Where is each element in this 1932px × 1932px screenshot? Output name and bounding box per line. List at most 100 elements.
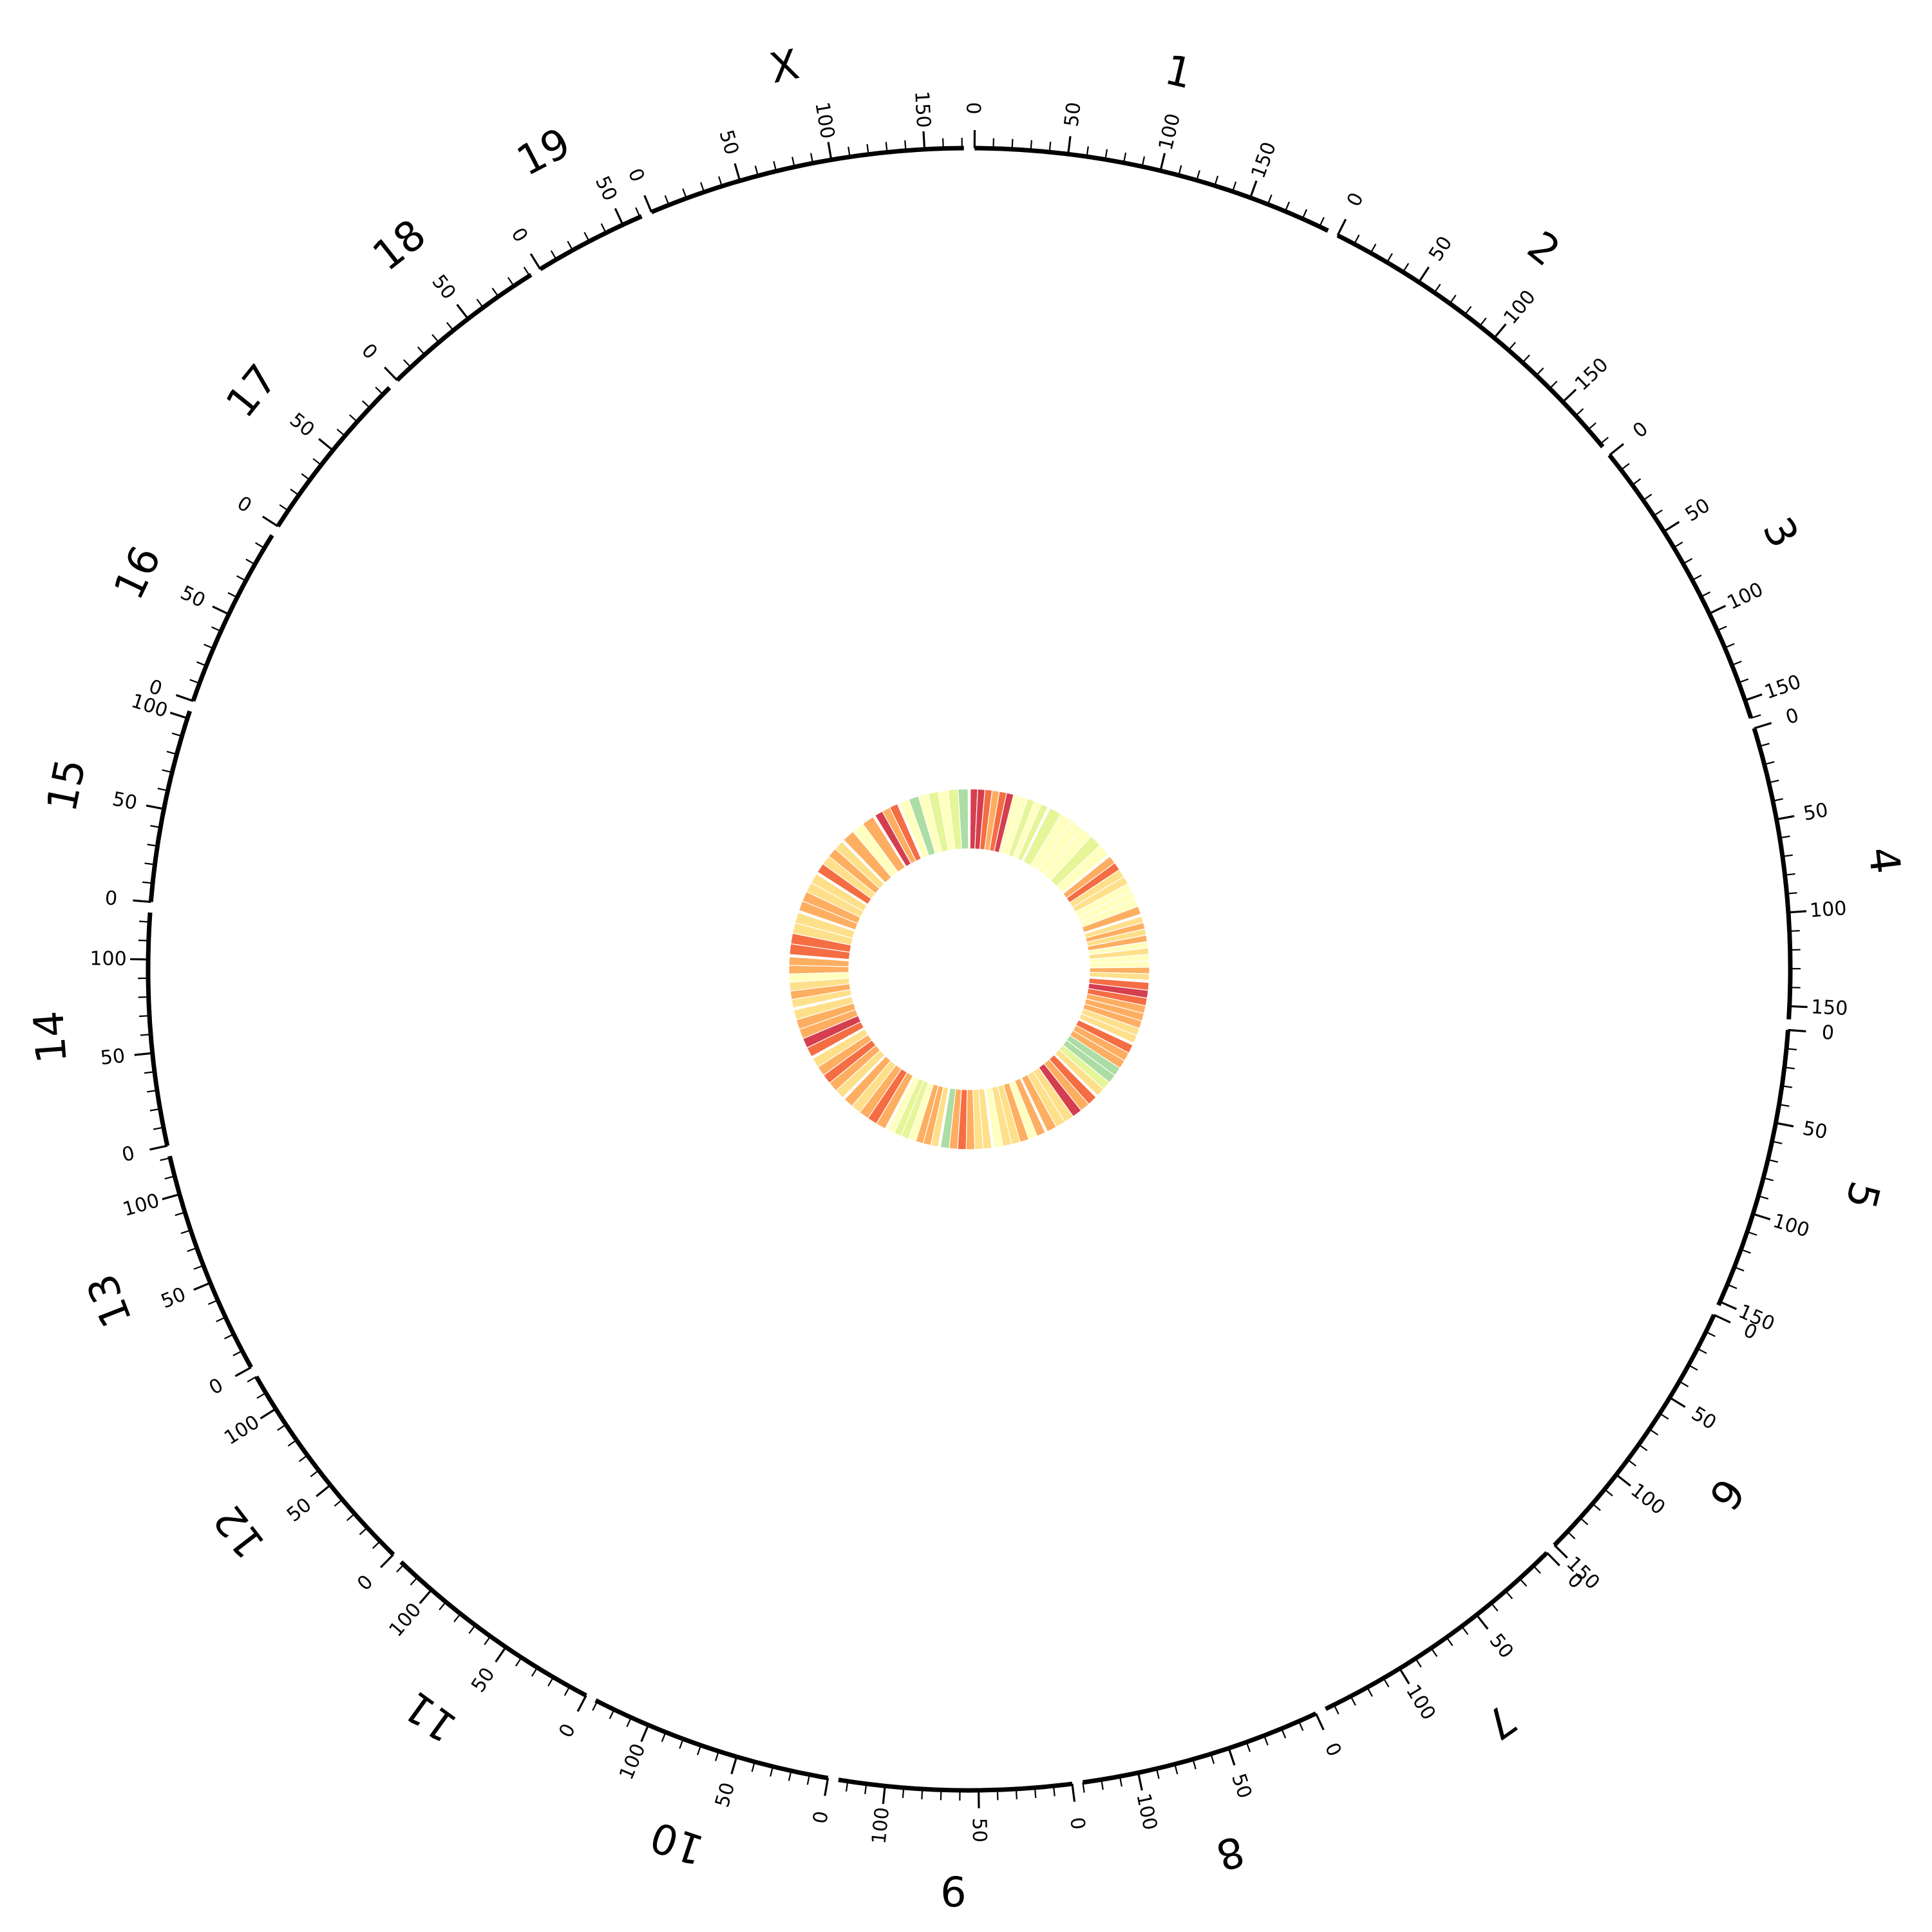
chrom-11-minor-tick [564,1686,571,1696]
chrom-12-minor-tick [372,1540,381,1549]
chrom-15-minor-tick [150,825,161,828]
chrom-8-minor-tick [1298,1721,1304,1731]
chrom-5-heatmap-cell [1078,1013,1137,1044]
chrom-10-minor-tick [770,1766,774,1777]
chrom-1-minor-tick [1122,152,1127,163]
chrom-19-tick-label: 50 [591,173,621,204]
chrom-1-minor-tick [1196,170,1200,181]
chrom-2-minor-tick [1402,263,1410,273]
chrom-13-tick-label: 50 [158,1283,189,1313]
chrom-8-minor-tick [1174,1764,1179,1775]
chrom-3-tick-label: 50 [1681,494,1714,526]
chrom-10-minor-tick [626,1717,632,1727]
chrom-3-minor-tick [1673,541,1683,549]
chrom-1-minor-tick [1284,202,1290,212]
chrom-17-minor-tick [279,504,289,511]
chrom-18-label: 18 [365,211,435,281]
chrom-13-minor-tick [232,1350,243,1356]
chrom-7-minor-tick [1505,1590,1513,1600]
chrom-9-heatmap-cell [965,1089,976,1150]
chrom-16-minor-tick [245,558,256,565]
chrom-18-minor-tick [523,267,531,276]
chrom-5-label: 5 [1835,1177,1888,1214]
chrom-18-heatmap-cell [862,816,906,873]
chrom-x-label: X [766,41,803,93]
chrom-1-tick-label: 150 [1247,139,1280,182]
chrom-12-minor-tick [287,1439,298,1447]
chrom-9-arc [838,1777,1073,1793]
chrom-10-major-tick [824,1777,829,1796]
chrom-2-arc [1336,233,1605,449]
chrom-x-tick-label: 0 [623,166,649,185]
chrom-x-minor-tick [810,153,814,164]
chrom-14-major-tick [149,1144,168,1151]
chrom-9-major-tick [1071,1783,1076,1802]
chrom-5-minor-tick [1779,1103,1790,1107]
chrom-17-tick-label: 0 [233,492,256,518]
chrom-12-arc [254,1375,395,1557]
chrom-3-tick-label: 150 [1761,670,1804,704]
chrom-17-minor-tick [349,414,358,422]
chrom-18-tick-label: 0 [357,339,381,364]
chrom-18-minor-tick [403,359,412,368]
chrom-x-minor-tick [664,195,670,205]
chrom-2-label: 2 [1519,222,1569,276]
chrom-3-tick-label: 100 [1724,578,1767,614]
chrom-10-major-tick [640,1724,650,1742]
chrom-2-major-tick [1562,388,1577,403]
chrom-2-minor-tick [1434,283,1441,294]
chrom-11-heatmap-cell [844,1056,892,1107]
chrom-6-minor-tick [1649,1428,1659,1436]
chrom-7-minor-tick [1415,1658,1422,1668]
chrom-18-minor-tick [507,277,515,287]
chrom-1-heatmap-cell [1017,803,1049,862]
chrom-1-minor-tick [1302,209,1308,220]
chrom-12-tick-label: 100 [220,1411,263,1450]
chrom-7-minor-tick [1461,1625,1469,1635]
chrom-13-minor-tick [208,1299,218,1305]
chrom-13-major-tick [234,1366,252,1378]
chrom-18-minor-tick [446,321,454,331]
chrom-9-heatmap-cell [940,1087,956,1149]
chrom-15-minor-tick [144,862,155,866]
chrom-10-minor-tick [697,1745,702,1756]
chrom-19-arc [538,214,643,271]
chrom-6-minor-tick [1638,1444,1648,1452]
chrom-19-major-tick [529,253,542,270]
chrom-8-minor-tick [1082,1782,1085,1793]
chrom-13-arc [167,1155,253,1368]
chrom-16-tick-label: 50 [177,582,209,612]
chrom-14-minor-tick [149,1108,160,1112]
chrom-17-heatmap-cell [835,840,885,889]
chrom-12-minor-tick [247,1376,257,1383]
chrom-10-minor-tick [679,1738,684,1749]
chrom-6-minor-tick [1579,1517,1589,1526]
chrom-8-minor-tick [1263,1735,1269,1746]
chrom-6-minor-tick [1705,1331,1716,1338]
chrom-18-minor-tick [491,287,499,298]
chrom-10-minor-tick [788,1770,792,1781]
chrom-15-tick-label: 0 [104,887,118,910]
chrom-11-minor-tick [484,1636,491,1645]
chrom-3-minor-tick [1717,625,1727,632]
chrom-3-heatmap-cell [1081,905,1142,933]
chrom-8-heatmap-cell [985,1086,1004,1148]
chrom-1-minor-tick [1030,140,1032,151]
chrom-10-minor-tick [609,1709,615,1719]
chrom-19-heatmap-cell [889,803,922,862]
chrom-14-minor-tick [144,1071,155,1074]
chrom-2-minor-tick [1464,306,1472,316]
chrom-11-major-tick [576,1694,587,1712]
chrom-14-minor-tick [138,939,149,942]
chrom-14-heatmap-cell [788,956,850,967]
chrom-7-minor-tick [1367,1687,1373,1697]
chrom-2-tick-label: 100 [1499,286,1540,328]
chrom-1-label: 1 [1160,46,1197,99]
chrom-7-heatmap-cell [1021,1074,1057,1133]
chrom-15-arc [148,710,192,902]
chrom-1-minor-tick [1267,194,1273,205]
chrom-1-minor-tick [1178,165,1182,176]
chrom-11-tick-label: 0 [554,1720,580,1741]
chrom-9-minor-tick [845,1781,849,1792]
